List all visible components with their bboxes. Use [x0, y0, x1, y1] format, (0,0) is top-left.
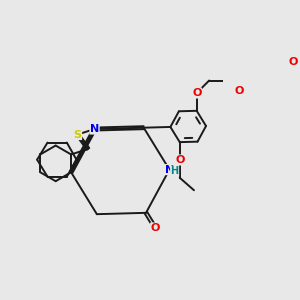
Text: S: S: [74, 130, 82, 140]
Text: O: O: [235, 86, 244, 96]
Text: N: N: [165, 165, 174, 175]
Text: O: O: [175, 155, 184, 165]
Text: N: N: [90, 124, 99, 134]
Text: O: O: [289, 58, 298, 68]
Text: O: O: [151, 223, 160, 233]
Text: H: H: [171, 166, 179, 176]
Text: O: O: [192, 88, 201, 98]
